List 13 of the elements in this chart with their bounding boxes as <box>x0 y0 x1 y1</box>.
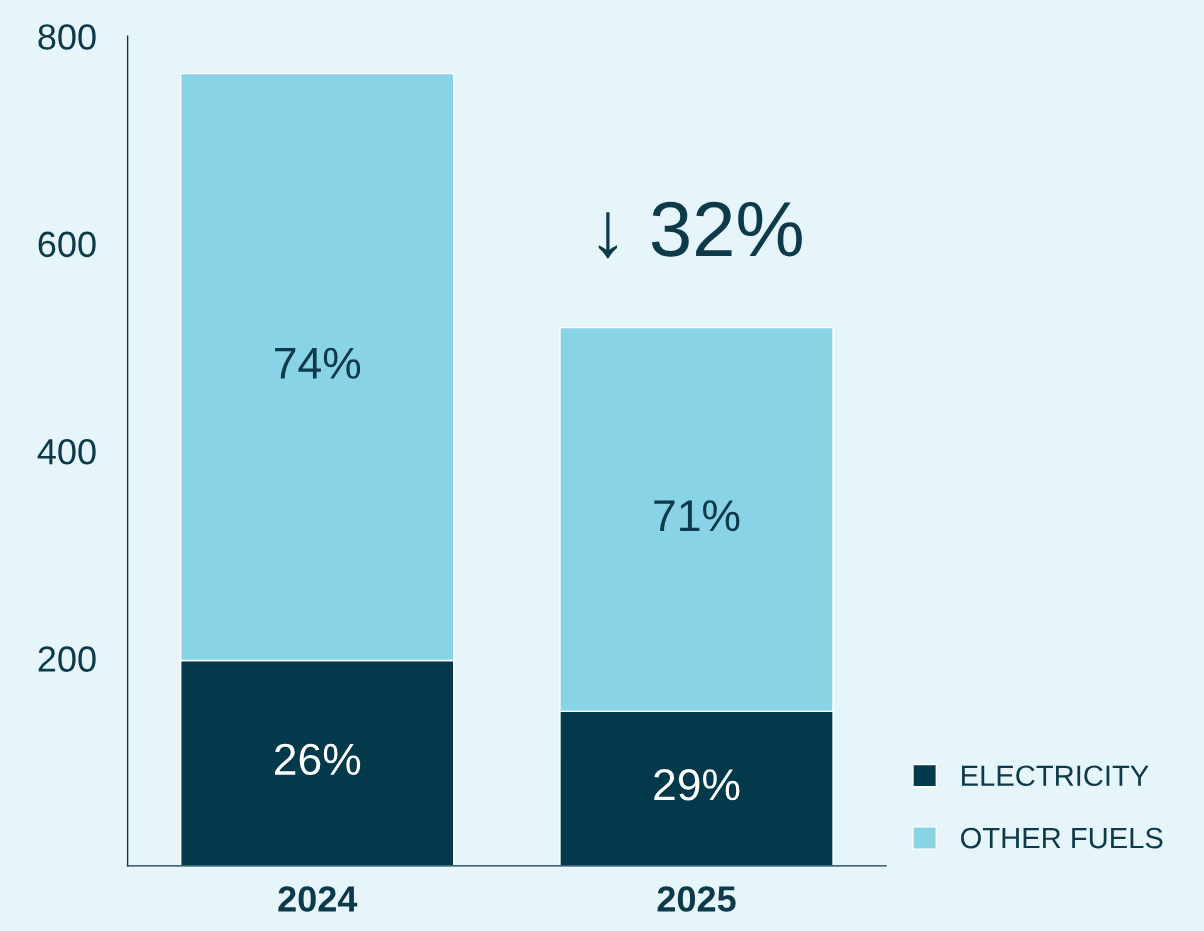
y-tick-label: 600 <box>38 231 96 258</box>
annotation: 26% <box>275 743 361 776</box>
legend-label: OTHER FUELS <box>961 827 1163 849</box>
x-tick-label: 2025 <box>657 886 736 912</box>
y-tick-label: 800 <box>38 24 96 50</box>
y-tick-label: 400 <box>37 438 96 465</box>
annotation: 29% <box>654 769 740 801</box>
annotation: 74% <box>275 347 361 379</box>
annotation: ↓ 32% <box>598 201 802 259</box>
legend-label: ELECTRICITY <box>962 765 1149 787</box>
y-tick-label: 200 <box>38 646 96 672</box>
annotation: 71% <box>654 500 740 532</box>
x-tick-label: 2024 <box>278 886 358 912</box>
